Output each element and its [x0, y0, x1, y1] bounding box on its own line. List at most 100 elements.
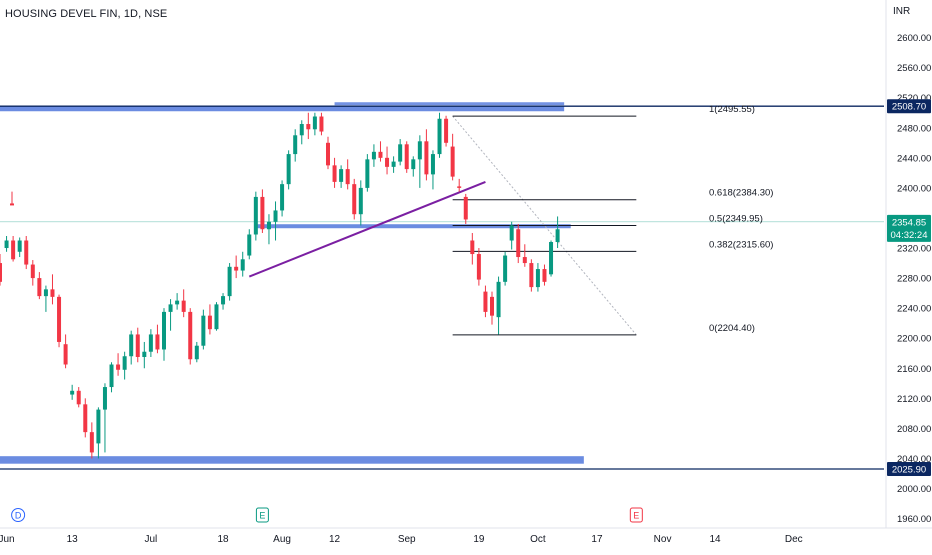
candle-body[interactable]	[496, 281, 501, 318]
earnings-marker[interactable]	[629, 507, 643, 523]
candle-body[interactable]	[549, 242, 554, 275]
fib-level-label: 0(2204.40)	[709, 323, 755, 334]
resistance-zone[interactable]	[0, 105, 565, 112]
fib-level-label: 0.618(2384.30)	[709, 188, 773, 199]
candle-body[interactable]	[509, 225, 514, 241]
candle-body[interactable]	[30, 264, 35, 279]
candle-body[interactable]	[247, 234, 252, 256]
candle-body[interactable]	[417, 141, 422, 160]
candle-body[interactable]	[188, 311, 193, 360]
mid-level-band[interactable]	[255, 224, 571, 229]
candle-body[interactable]	[194, 345, 199, 360]
candle-body[interactable]	[240, 259, 245, 271]
candle-body[interactable]	[129, 334, 134, 357]
candle-body[interactable]	[385, 157, 390, 167]
candle-body[interactable]	[326, 142, 330, 166]
candle-body[interactable]	[555, 229, 560, 243]
candle-body[interactable]	[135, 334, 140, 357]
candle-body[interactable]	[266, 221, 271, 230]
candle-body[interactable]	[450, 146, 455, 177]
candle-body[interactable]	[516, 229, 521, 258]
candle-body[interactable]	[37, 278, 42, 297]
candle-body[interactable]	[83, 404, 88, 433]
candle-body[interactable]	[503, 255, 508, 282]
candle-body[interactable]	[424, 141, 429, 175]
candle-body[interactable]	[148, 334, 153, 352]
candle-body[interactable]	[57, 296, 62, 342]
candle-body[interactable]	[437, 118, 442, 155]
candle-body[interactable]	[168, 304, 173, 312]
candle-body[interactable]	[175, 300, 180, 305]
candle-body[interactable]	[76, 390, 81, 405]
candle-body[interactable]	[181, 300, 186, 312]
candle-body[interactable]	[0, 263, 2, 282]
candle-body[interactable]	[260, 196, 265, 230]
candle-body[interactable]	[162, 311, 166, 350]
candle-body[interactable]	[371, 151, 376, 160]
support-zone[interactable]	[0, 456, 584, 464]
earnings-marker[interactable]	[255, 507, 269, 523]
candle-body[interactable]	[201, 315, 206, 346]
candle-body[interactable]	[358, 187, 363, 215]
candle-body[interactable]	[470, 240, 475, 255]
candle-body[interactable]	[142, 351, 147, 357]
candle-body[interactable]	[319, 116, 324, 132]
candle-body[interactable]	[529, 263, 534, 288]
candle-body[interactable]	[457, 186, 462, 188]
candle-body[interactable]	[535, 269, 540, 288]
candle-body[interactable]	[43, 289, 48, 297]
candle-body[interactable]	[4, 240, 9, 249]
candle-body[interactable]	[339, 169, 344, 182]
candle-body[interactable]	[109, 364, 114, 388]
candle-body[interactable]	[378, 151, 383, 158]
candle-body[interactable]	[70, 390, 75, 395]
candle-body[interactable]	[286, 154, 291, 185]
y-tick-label: 1960.00	[897, 514, 931, 525]
candle-body[interactable]	[122, 356, 127, 370]
candle-body[interactable]	[24, 240, 29, 265]
candle-body[interactable]	[253, 196, 258, 235]
candle-body[interactable]	[391, 161, 396, 167]
trendline[interactable]	[248, 180, 486, 278]
candle-body[interactable]	[430, 154, 435, 175]
candle-body[interactable]	[63, 344, 68, 365]
candle-body[interactable]	[17, 240, 22, 252]
x-tick-label: 12	[329, 534, 341, 545]
candle-body[interactable]	[306, 124, 311, 130]
candle-body[interactable]	[89, 432, 94, 453]
candle-body[interactable]	[404, 144, 409, 170]
dividend-marker[interactable]	[11, 508, 26, 522]
candle-body[interactable]	[522, 257, 527, 264]
candle-body[interactable]	[542, 269, 547, 282]
candle-body[interactable]	[102, 387, 107, 410]
candle-body[interactable]	[214, 304, 219, 330]
candle-body[interactable]	[293, 135, 298, 155]
candle-body[interactable]	[352, 184, 357, 215]
candle-body[interactable]	[490, 296, 494, 316]
candle-body[interactable]	[227, 266, 232, 297]
candle-body[interactable]	[398, 144, 403, 162]
candle-body[interactable]	[273, 210, 278, 222]
candle-body[interactable]	[312, 116, 317, 130]
candle-body[interactable]	[116, 364, 121, 370]
candle-body[interactable]	[463, 196, 468, 220]
candle-body[interactable]	[483, 291, 488, 312]
candle-body[interactable]	[155, 334, 160, 350]
candle-body[interactable]	[332, 165, 337, 182]
candle-body[interactable]	[50, 289, 55, 297]
candle-body[interactable]	[365, 159, 370, 188]
candle-body[interactable]	[299, 124, 304, 136]
price-badge	[887, 99, 931, 114]
candle-body[interactable]	[345, 169, 350, 185]
candle-body[interactable]	[476, 254, 481, 280]
candle-body[interactable]	[444, 118, 449, 143]
candle-body[interactable]	[280, 184, 285, 211]
candle-body[interactable]	[411, 159, 416, 170]
candle-body[interactable]	[11, 240, 16, 260]
candle-body[interactable]	[207, 315, 212, 330]
candle-body[interactable]	[221, 296, 226, 305]
candle-body[interactable]	[234, 266, 239, 271]
candle-body[interactable]	[96, 409, 101, 444]
